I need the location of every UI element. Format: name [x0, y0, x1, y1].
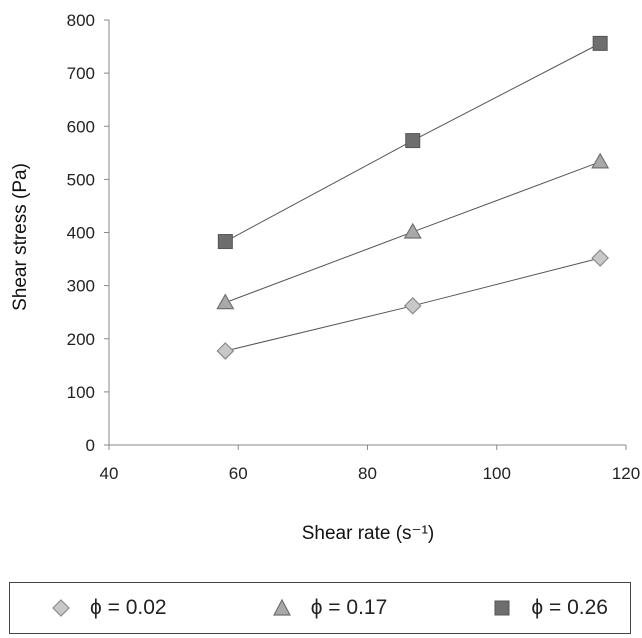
legend-label: ϕ = 0.02 — [90, 596, 167, 619]
data-point-triangle — [403, 222, 422, 239]
diamond-marker-icon — [52, 599, 70, 617]
data-point-triangle — [591, 152, 610, 169]
triangle-marker-icon — [272, 598, 291, 616]
y-tick-label: 700 — [67, 64, 95, 83]
data-point-diamond — [591, 249, 609, 267]
legend-item-phi-017: ϕ = 0.17 — [271, 596, 388, 620]
x-axis-title: Shear rate (s⁻¹) — [302, 523, 435, 544]
data-point-square — [217, 234, 233, 250]
x-tick-label: 40 — [100, 464, 119, 483]
y-axis-title: Shear stress (Pa) — [10, 163, 31, 311]
data-point-triangle — [216, 293, 235, 310]
x-tick-label: 60 — [229, 464, 248, 483]
data-point-diamond — [403, 296, 422, 315]
square-marker-icon — [494, 600, 510, 616]
legend-item-phi-002: ϕ = 0.02 — [50, 596, 167, 620]
y-tick-label: 400 — [67, 224, 95, 243]
legend-label: ϕ = 0.17 — [310, 596, 388, 619]
series-layer — [216, 35, 610, 360]
data-point-square — [405, 133, 421, 149]
x-tick-label: 100 — [483, 464, 511, 483]
y-tick-label: 200 — [67, 330, 95, 349]
legend: ϕ = 0.02 ϕ = 0.17 ϕ = 0.26 — [9, 582, 631, 634]
y-tick-label: 500 — [67, 170, 95, 189]
legend-label: ϕ = 0.26 — [531, 596, 608, 619]
y-tick-label: 800 — [67, 11, 95, 30]
chart-area: 0 100 200 300 400 500 600 700 800 40 60 80 100 120 Sh… — [10, 11, 641, 544]
data-point-square — [592, 35, 608, 51]
legend-item-phi-026: ϕ = 0.26 — [491, 596, 608, 620]
y-tick-label: 300 — [67, 277, 95, 296]
x-tick-label: 120 — [612, 464, 640, 483]
y-tick-label: 600 — [67, 117, 95, 136]
x-tick-label: 80 — [358, 464, 377, 483]
axes: 0 100 200 300 400 500 600 700 800 40 60 80 100 120 — [67, 11, 641, 483]
y-tick-label: 0 — [86, 436, 95, 455]
data-point-diamond — [216, 342, 235, 360]
y-tick-label: 100 — [67, 383, 95, 402]
